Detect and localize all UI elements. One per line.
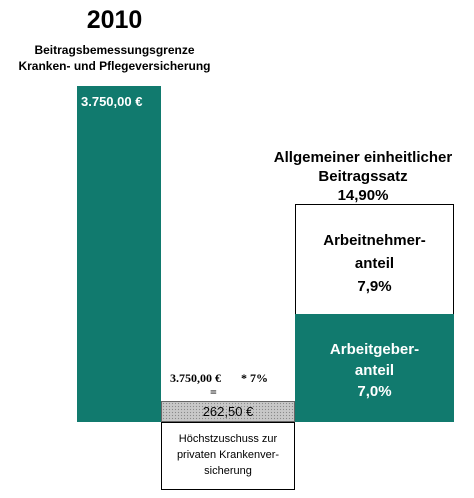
arbeitnehmer-box: Arbeitnehmer- anteil 7,9% [295,204,454,315]
bbg-bar: 3.750,00 € [77,86,161,422]
calculation-factor: * 7% [241,371,268,385]
arbeitgeber-label-2: anteil [354,362,395,379]
rate-title: Allgemeiner einheitlicher Beitragssatz 1… [258,148,468,205]
subtitle-line-1: Beitragsbemessungsgrenze [34,43,195,57]
year-title: 2010 [86,6,143,34]
subsidy-description-line-3: sicherung [204,465,252,477]
arbeitgeber-value: 7,0% [357,383,392,400]
arbeitgeber-text: Arbeitgeber- anteil 7,0% [295,339,454,402]
subsidy-description-line-1: Höchstzuschuss zur [178,433,278,445]
arbeitnehmer-value: 7,9% [357,278,392,295]
arbeitnehmer-text: Arbeitnehmer- anteil 7,9% [296,229,453,298]
arbeitnehmer-label-2: anteil [354,255,395,272]
subsidy-result: 262,50 € [161,401,295,422]
calculation-base: 3.750,00 € [170,371,221,385]
arbeitnehmer-label-1: Arbeitnehmer- [323,232,426,249]
calculation-equals: = [210,385,217,399]
subsidy-description: Höchstzuschuss zur privaten Krankenver- … [161,422,295,490]
subtitle: Beitragsbemessungsgrenze Kranken- und Pf… [0,42,229,74]
subtitle-line-2: Kranken- und Pflegeversicherung [18,59,211,73]
bbg-bar-value: 3.750,00 € [81,94,143,109]
arbeitgeber-box: Arbeitgeber- anteil 7,0% [295,314,454,422]
rate-title-line-2: Beitragssatz [318,168,408,185]
subsidy-description-line-2: privaten Krankenver- [176,449,280,461]
arbeitgeber-label-1: Arbeitgeber- [329,341,420,358]
rate-title-line-1: Allgemeiner einheitlicher [273,149,453,166]
rate-total: 14,90% [337,187,389,204]
